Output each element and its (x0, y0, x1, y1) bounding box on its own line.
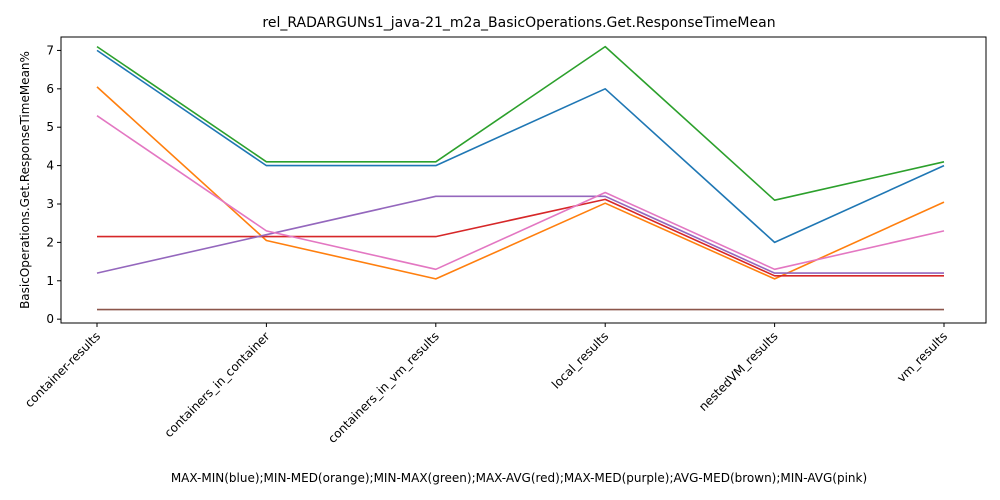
x-tick-label: nestedVM_results (696, 329, 781, 414)
series-lines (96, 45, 945, 311)
y-axis-label: BasicOperations.Get.ResponseTimeMean% (18, 51, 32, 309)
series-line-4 (97, 198, 944, 277)
y-tick-label: 3 (46, 197, 54, 211)
x-tick-label: containers_in_vm_results (325, 329, 442, 446)
x-tick-label: container-results (22, 329, 103, 410)
series-line-7 (96, 115, 945, 271)
x-axis-label: MAX-MIN(blue);MIN-MED(orange);MIN-MAX(gr… (171, 471, 867, 485)
x-tick-label: containers_in_container (162, 329, 273, 440)
series-line-3 (96, 45, 945, 201)
y-axis: 0 1 2 3 4 5 6 7 (46, 43, 61, 326)
plot-area (60, 36, 987, 324)
y-tick-label: 0 (46, 312, 54, 326)
y-tick-label: 7 (46, 43, 54, 57)
series-line-2 (96, 86, 945, 280)
x-tick-label: vm_results (894, 329, 950, 385)
y-tick-label: 2 (46, 235, 54, 249)
x-axis: container-results containers_in_container… (22, 323, 950, 446)
series-line-1 (96, 49, 945, 244)
x-tick-label: local_results (549, 329, 611, 391)
chart-title: rel_RADARGUNs1_java-21_m2a_BasicOperatio… (262, 15, 775, 31)
y-tick-label: 6 (46, 82, 54, 96)
series-line-5 (96, 195, 944, 274)
y-tick-label: 1 (46, 274, 54, 288)
y-tick-label: 5 (46, 120, 54, 134)
y-tick-label: 4 (46, 159, 54, 173)
